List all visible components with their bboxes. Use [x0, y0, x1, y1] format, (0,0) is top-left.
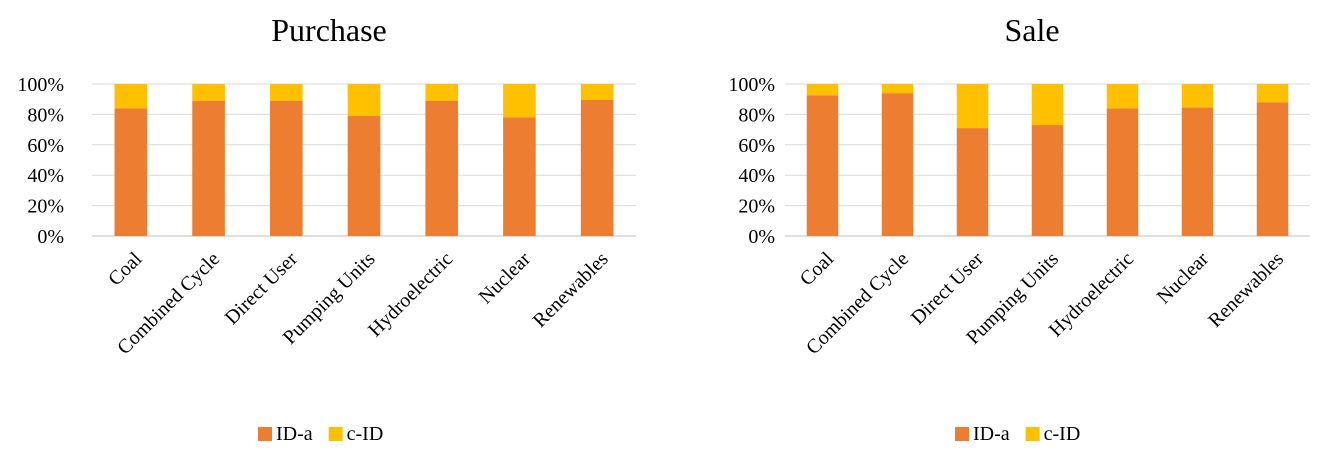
x-tick-label: Renewables — [529, 248, 613, 332]
bar-id-a — [269, 100, 303, 236]
bar-c-id — [881, 84, 914, 94]
bar-c-id — [956, 84, 989, 129]
y-tick-label: 100% — [17, 74, 64, 96]
bar-c-id — [503, 84, 536, 118]
legend-swatch — [258, 427, 272, 441]
y-tick-label: 40% — [738, 165, 775, 187]
legend-label: ID-a — [973, 423, 1010, 445]
x-tick-label: Coal — [104, 248, 147, 291]
bar-id-a — [425, 100, 459, 236]
chart-title: Purchase — [271, 12, 387, 48]
y-tick-label: 100% — [728, 74, 775, 96]
bar-id-a — [806, 95, 839, 237]
bar-id-a — [1256, 102, 1289, 237]
bar-id-a — [1031, 125, 1064, 236]
bar-c-id — [347, 84, 381, 116]
legend-swatch — [328, 427, 343, 441]
bar-id-a — [881, 93, 914, 237]
bar-id-a — [580, 99, 614, 237]
bar-id-a — [114, 108, 148, 236]
x-tick-label: Hydroelectric — [364, 248, 457, 341]
bar-id-a — [192, 100, 225, 236]
x-tick-label: Nuclear — [475, 248, 536, 309]
y-tick-label: 40% — [27, 165, 64, 187]
bar-c-id — [1106, 84, 1139, 109]
x-tick-label: Direct User — [221, 248, 302, 329]
y-tick-label: 20% — [738, 196, 775, 218]
bar-c-id — [425, 84, 459, 101]
bar-id-a — [503, 117, 536, 236]
x-tick-label: Direct User — [907, 248, 988, 329]
bar-id-a — [1181, 107, 1214, 236]
y-tick-label: 80% — [27, 104, 64, 126]
y-tick-label: 60% — [27, 135, 64, 157]
x-tick-label: Nuclear — [1153, 248, 1214, 309]
bar-c-id — [114, 84, 148, 109]
bar-id-a — [1106, 108, 1139, 236]
y-tick-label: 0% — [748, 226, 775, 248]
legend-label: c-ID — [1044, 423, 1081, 445]
bar-c-id — [1031, 84, 1064, 126]
legend-label: c-ID — [347, 423, 384, 445]
legend-swatch — [955, 427, 969, 441]
bar-c-id — [192, 84, 225, 101]
legend-swatch — [1025, 427, 1040, 441]
bar-c-id — [806, 84, 839, 96]
x-tick-label: Renewables — [1204, 248, 1288, 332]
legend-label: ID-a — [276, 423, 313, 445]
bar-c-id — [269, 84, 303, 101]
bar-c-id — [1181, 84, 1214, 108]
bar-c-id — [1256, 84, 1289, 103]
y-tick-label: 0% — [37, 226, 64, 248]
bar-id-a — [956, 128, 989, 236]
y-tick-label: 20% — [27, 196, 64, 218]
bar-id-a — [347, 115, 381, 236]
chart-title: Sale — [1004, 12, 1059, 48]
bar-c-id — [580, 84, 614, 100]
y-tick-label: 60% — [738, 135, 775, 157]
y-tick-label: 80% — [738, 104, 775, 126]
x-tick-label: Coal — [796, 248, 839, 291]
